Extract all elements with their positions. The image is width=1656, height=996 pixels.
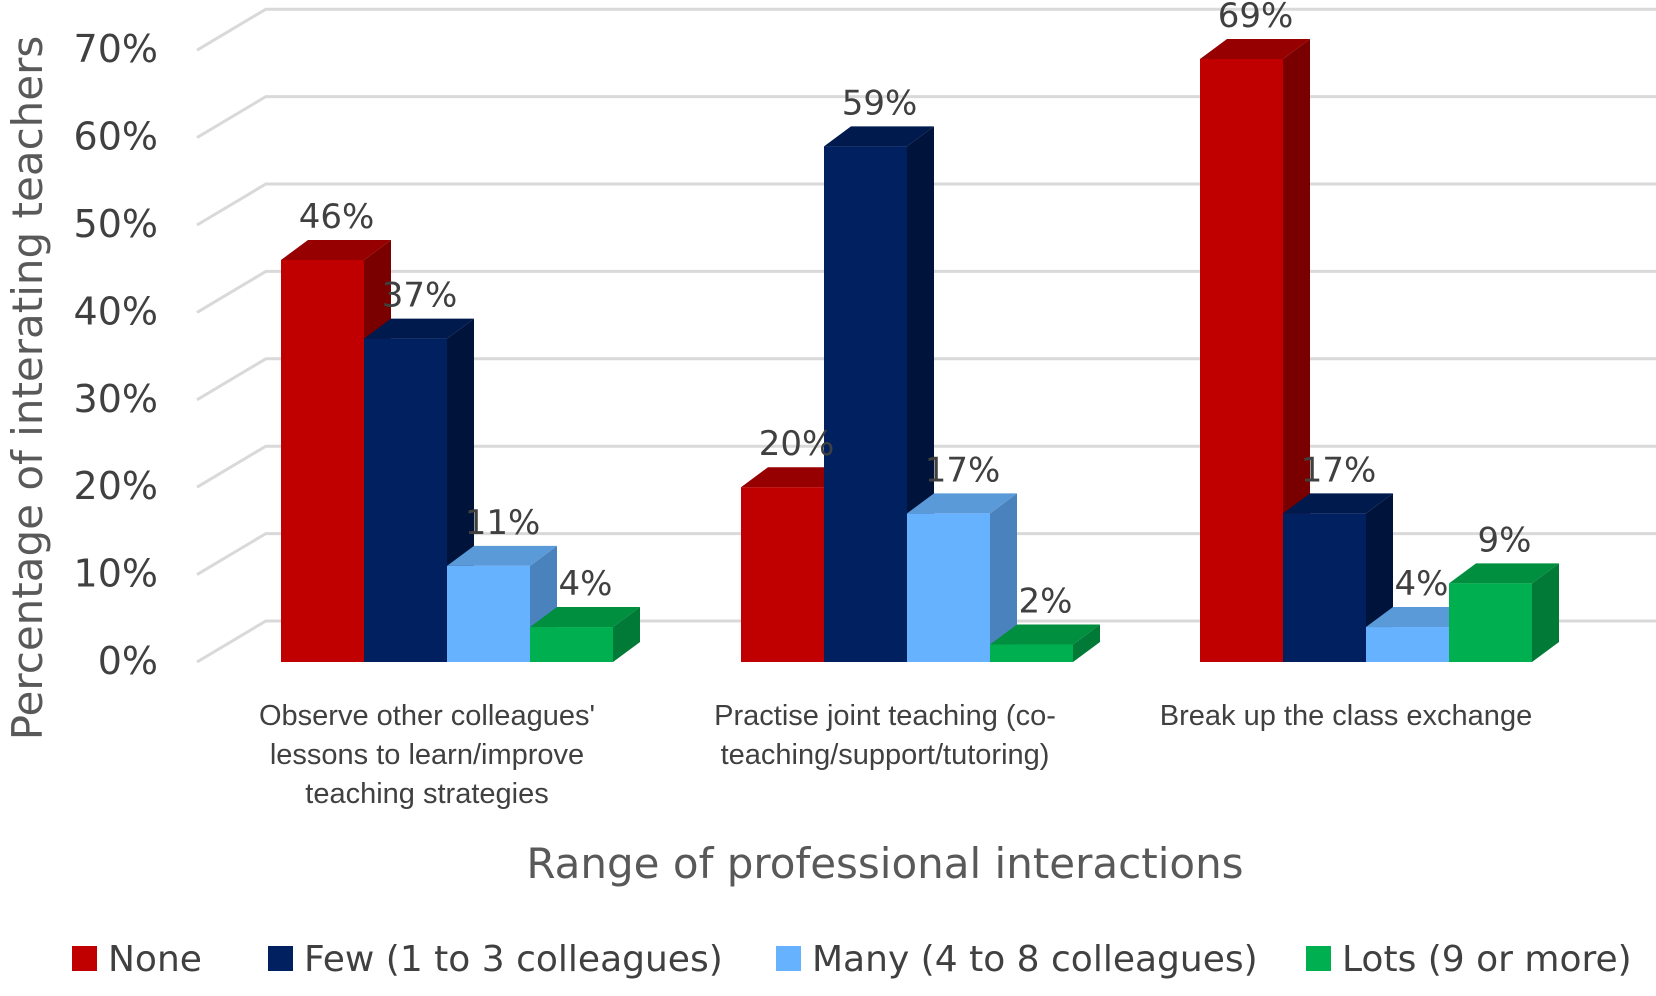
data-label: 17% — [1301, 450, 1377, 490]
x-axis-title: Range of professional interactions — [526, 839, 1243, 888]
bars — [281, 38, 1559, 663]
y-axis-title: Percentage of interating teachers — [3, 36, 52, 741]
bar-front-face — [530, 627, 613, 662]
legend-label: Few (1 to 3 colleagues) — [304, 939, 723, 980]
bar-front-face — [824, 146, 907, 663]
gridline — [196, 444, 1656, 489]
data-label: 59% — [842, 83, 918, 123]
legend-label: Lots (9 or more) — [1342, 939, 1632, 980]
y-tick-label: 0% — [98, 639, 158, 683]
bar-lots-2 — [990, 624, 1100, 662]
bar-few-3 — [1283, 493, 1393, 662]
category-label-2: Practise joint teaching (co-teaching/sup… — [714, 700, 1056, 771]
bar-front-face — [1200, 58, 1283, 662]
category-label-line: Break up the class exchange — [1160, 700, 1532, 732]
category-label-line: teaching/support/tutoring) — [721, 739, 1050, 771]
y-tick-label: 50% — [74, 202, 158, 246]
gridline — [196, 7, 1656, 52]
bar-lots-1 — [530, 607, 640, 662]
legend-swatch — [268, 946, 293, 971]
category-labels: Observe other colleagues' lessons to lear… — [259, 700, 1532, 810]
bar-few-2 — [824, 126, 934, 663]
bar-lots-3 — [1449, 563, 1559, 662]
legend-item-1: None — [72, 939, 202, 980]
bar-front-face — [741, 487, 824, 662]
legend-label: None — [108, 939, 202, 980]
legend-swatch — [72, 946, 97, 971]
legend-swatch — [1306, 946, 1331, 971]
bar-top-face — [281, 239, 391, 260]
bar-side-face — [613, 607, 640, 662]
bar-top-face — [447, 545, 557, 566]
bar-side-face — [1532, 563, 1559, 662]
bar-top-face — [1283, 493, 1393, 514]
data-label: 37% — [382, 276, 458, 316]
bar-side-face — [1073, 624, 1100, 662]
bar-front-face — [1449, 583, 1532, 662]
category-label-1: Observe other colleagues' lessons to lear… — [259, 700, 595, 810]
bar-top-face — [741, 467, 851, 488]
category-label-line: Practise joint teaching (co- — [714, 700, 1056, 732]
y-tick-label: 30% — [74, 377, 158, 421]
gridlines — [196, 7, 1656, 664]
legend-item-2: Few (1 to 3 colleagues) — [268, 939, 723, 980]
data-label: 46% — [299, 197, 375, 237]
bar-front-face — [281, 259, 364, 662]
data-label: 4% — [1395, 564, 1449, 604]
data-labels: 46%37% 11% 4% 20% 59% 17% 2% 69% 17% 4% 9% — [299, 0, 1532, 622]
category-label-line: lessons to learn/improve — [270, 739, 584, 771]
bar-top-face — [1366, 607, 1476, 628]
y-tick-label: 20% — [74, 464, 158, 508]
gridline — [196, 182, 1656, 227]
data-label: 11% — [465, 503, 541, 543]
legend-item-4: Lots (9 or more) — [1306, 939, 1632, 980]
category-label-line: Observe other colleagues' — [259, 700, 595, 732]
gridline — [196, 619, 1656, 664]
bar-front-face — [447, 565, 530, 662]
category-label-3: Break up the class exchange — [1160, 700, 1532, 732]
bar-front-face — [990, 644, 1073, 662]
bar-top-face — [364, 318, 474, 339]
data-label: 2% — [1019, 582, 1073, 622]
bar-none-3 — [1200, 38, 1310, 662]
data-label: 9% — [1478, 520, 1532, 560]
y-axis-ticks: 0% 10% 20% 30% 40% 50% 60% 70% — [74, 27, 158, 683]
category-label-line: teaching strategies — [305, 778, 548, 810]
y-tick-label: 10% — [74, 552, 158, 596]
data-label: 17% — [925, 450, 1001, 490]
y-tick-label: 40% — [74, 289, 158, 333]
legend-item-3: Many (4 to 8 colleagues) — [776, 939, 1258, 980]
bar-many-2 — [907, 493, 1017, 662]
bar-top-face — [990, 624, 1100, 645]
bar-front-face — [1283, 513, 1366, 662]
bar-front-face — [907, 513, 990, 662]
gridline — [196, 269, 1656, 314]
bar-top-face — [824, 126, 934, 147]
bar-front-face — [1366, 627, 1449, 662]
bar-top-face — [907, 493, 1017, 514]
bar-front-face — [364, 338, 447, 662]
legend-swatch — [776, 946, 801, 971]
y-tick-label: 60% — [74, 115, 158, 159]
data-label: 20% — [759, 424, 835, 464]
data-label: 4% — [559, 564, 613, 604]
legend: None Few (1 to 3 colleagues) Many (4 to 8 … — [72, 939, 1632, 980]
bar-top-face — [1200, 38, 1310, 59]
bar-top-face — [530, 607, 640, 628]
legend-label: Many (4 to 8 colleagues) — [812, 939, 1258, 980]
gridline — [196, 532, 1656, 576]
bar-top-face — [1449, 563, 1559, 584]
bar-side-face — [990, 493, 1017, 662]
gridline — [196, 357, 1656, 402]
gridline — [196, 95, 1656, 139]
data-label: 69% — [1218, 0, 1294, 36]
y-tick-label: 70% — [74, 27, 158, 71]
